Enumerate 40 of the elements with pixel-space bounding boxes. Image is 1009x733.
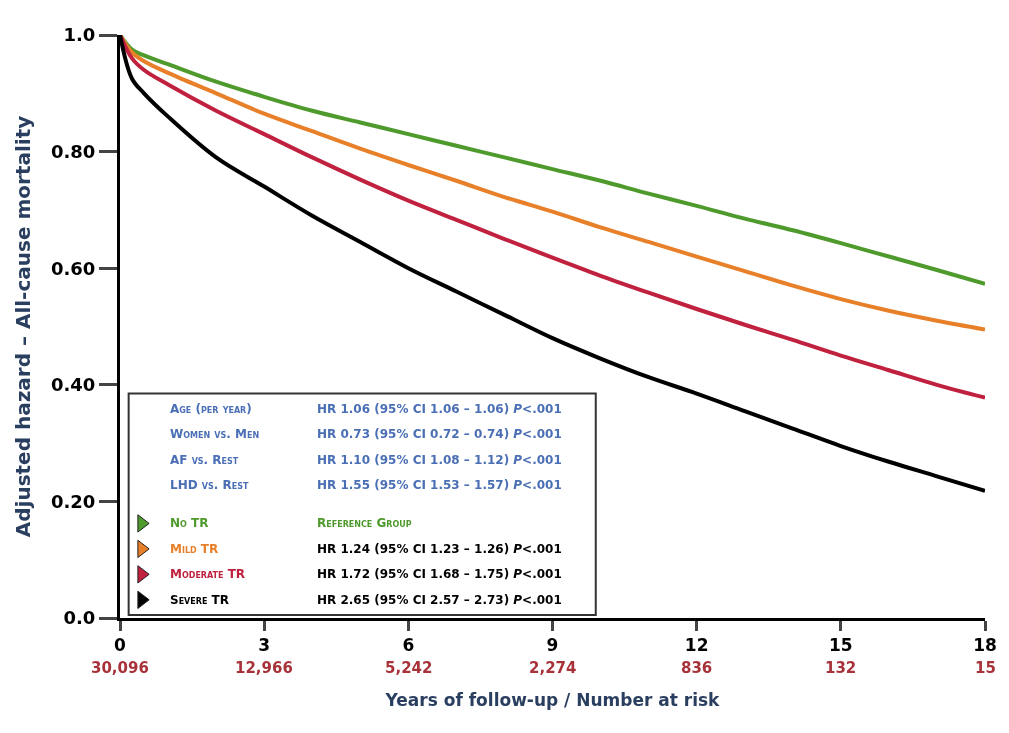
y-tick-label: 0.20 [50, 490, 96, 512]
text: 5,242 [385, 659, 433, 677]
y-tick-label: 0.80 [50, 140, 96, 162]
annotation: AF vs. Rest [170, 453, 239, 467]
x-tick-label: 3 [258, 635, 271, 656]
legend-label: No TR [170, 516, 209, 530]
x-tick-label: 18 [973, 635, 997, 656]
y-tick-label: 0.60 [50, 257, 96, 279]
annotation: Age (per year) [170, 402, 252, 416]
legend-label: Severe TR [170, 593, 229, 607]
y-tick-label: 1.0 [63, 24, 96, 46]
text: 15 [975, 659, 996, 677]
x-tick-label: 15 [828, 635, 853, 656]
annotation: HR 0.73 (95% CI 0.72 – 0.74) P<.001 [317, 427, 562, 441]
legend-label: Mild TR [170, 542, 219, 556]
annotation: Women vs. Men [170, 427, 260, 441]
y-axis-title: Adjusted hazard – All-cause mortality [11, 115, 36, 538]
text: 132 [825, 659, 857, 677]
annotation: HR 1.55 (95% CI 1.53 – 1.57) P<.001 [317, 478, 562, 492]
annotation: Reference Group [317, 516, 412, 530]
text: 12,966 [235, 659, 293, 677]
y-tick-label: 0.0 [63, 607, 96, 629]
y-tick-label: 0.40 [50, 374, 96, 396]
annotation: HR 1.10 (95% CI 1.08 – 1.12) P<.001 [317, 453, 562, 467]
text: 30,096 [91, 659, 149, 677]
x-tick-label: 6 [402, 635, 415, 656]
x-tick-label: 12 [684, 635, 709, 656]
line-series [120, 35, 985, 400]
x-tick-label: 9 [546, 635, 559, 656]
annotation: HR 1.06 (95% CI 1.06 – 1.06) P<.001 [317, 402, 562, 416]
annotation: HR 2.65 (95% CI 2.57 – 2.73) P<.001 [317, 593, 562, 607]
annotation: HR 1.72 (95% CI 1.68 – 1.75) P<.001 [317, 567, 562, 581]
text: 2,274 [529, 659, 577, 677]
annotation: HR 1.24 (95% CI 1.23 – 1.26) P<.001 [317, 542, 562, 556]
x-tick-label: 0 [114, 635, 127, 656]
x-axis-title: Years of follow-up / Number at risk [384, 689, 721, 710]
annotation: LHD vs. Rest [170, 478, 249, 492]
legend-label: Moderate TR [170, 567, 246, 581]
text: 836 [681, 659, 713, 677]
line-series [120, 35, 985, 332]
